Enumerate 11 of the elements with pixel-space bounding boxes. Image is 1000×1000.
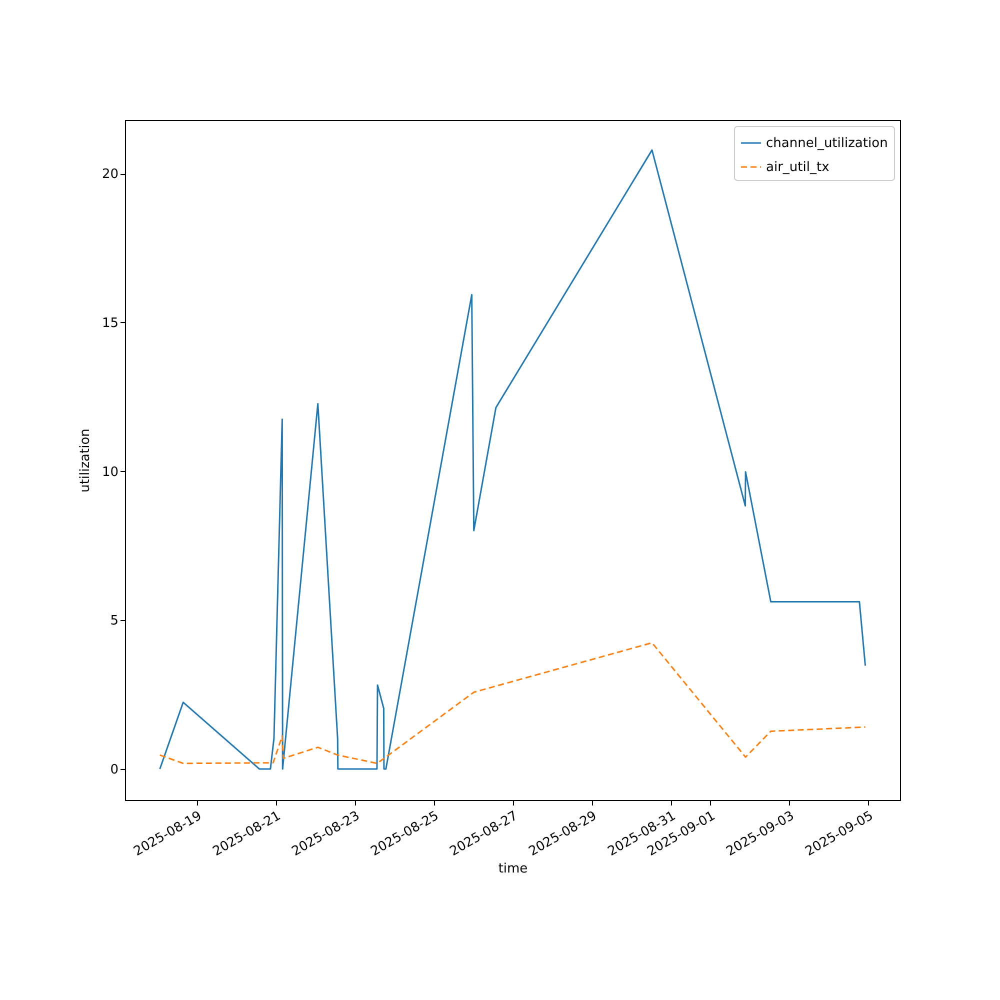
y-tick-label: 10	[102, 464, 118, 480]
line-series	[159, 642, 866, 764]
y-tick-label: 5	[110, 614, 118, 629]
y-tick-label: 0	[110, 762, 118, 778]
y-tick-label: 15	[102, 316, 118, 331]
line-series	[159, 149, 866, 770]
legend-label: channel_utilization	[766, 136, 888, 151]
legend-label: air_util_tx	[766, 160, 830, 175]
y-axis-title: utilization	[78, 428, 93, 492]
x-axis-title: time	[498, 862, 528, 877]
y-tick-label: 20	[102, 167, 118, 182]
